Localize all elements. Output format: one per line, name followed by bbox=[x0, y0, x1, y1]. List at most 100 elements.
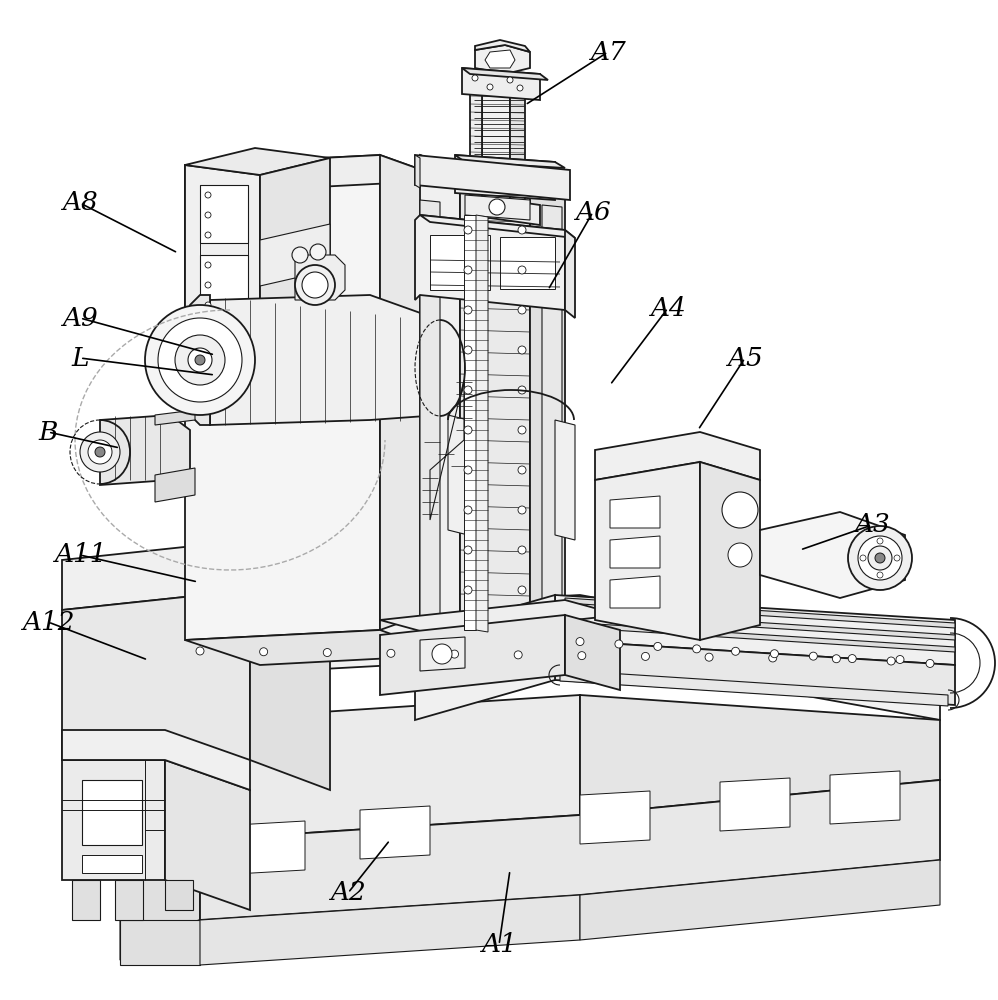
Circle shape bbox=[292, 247, 308, 263]
Circle shape bbox=[809, 652, 817, 660]
Circle shape bbox=[205, 302, 211, 308]
Polygon shape bbox=[120, 920, 200, 960]
Polygon shape bbox=[200, 255, 248, 310]
Polygon shape bbox=[120, 595, 940, 720]
Circle shape bbox=[642, 652, 650, 660]
Polygon shape bbox=[580, 791, 650, 844]
Circle shape bbox=[518, 266, 526, 274]
Circle shape bbox=[875, 553, 885, 563]
Text: A4: A4 bbox=[650, 296, 686, 320]
Circle shape bbox=[302, 272, 328, 298]
Polygon shape bbox=[415, 595, 555, 720]
Polygon shape bbox=[62, 730, 250, 790]
Circle shape bbox=[464, 506, 472, 514]
Polygon shape bbox=[62, 760, 165, 880]
Circle shape bbox=[693, 645, 701, 653]
Polygon shape bbox=[530, 183, 565, 668]
Polygon shape bbox=[165, 760, 250, 910]
Polygon shape bbox=[565, 598, 955, 628]
Polygon shape bbox=[760, 512, 905, 598]
Polygon shape bbox=[185, 155, 380, 640]
Text: A11: A11 bbox=[54, 542, 106, 568]
Polygon shape bbox=[462, 68, 540, 100]
Polygon shape bbox=[420, 155, 460, 655]
Circle shape bbox=[323, 649, 331, 657]
Polygon shape bbox=[155, 468, 195, 502]
Circle shape bbox=[95, 447, 105, 457]
Polygon shape bbox=[420, 155, 565, 195]
Polygon shape bbox=[360, 806, 430, 859]
Polygon shape bbox=[610, 576, 660, 608]
Polygon shape bbox=[565, 622, 955, 652]
Text: A12: A12 bbox=[22, 609, 74, 635]
Circle shape bbox=[770, 650, 778, 658]
Circle shape bbox=[464, 266, 472, 274]
Text: A8: A8 bbox=[62, 190, 98, 216]
Circle shape bbox=[450, 650, 458, 658]
Polygon shape bbox=[482, 70, 510, 200]
Text: A6: A6 bbox=[575, 200, 611, 225]
Polygon shape bbox=[448, 415, 468, 535]
Polygon shape bbox=[62, 540, 330, 620]
Circle shape bbox=[295, 265, 335, 305]
Text: L: L bbox=[71, 346, 89, 370]
Circle shape bbox=[464, 306, 472, 314]
Polygon shape bbox=[475, 45, 530, 74]
Circle shape bbox=[80, 432, 120, 472]
Polygon shape bbox=[462, 68, 548, 80]
Circle shape bbox=[158, 318, 242, 402]
Polygon shape bbox=[155, 410, 195, 425]
Circle shape bbox=[576, 638, 584, 646]
Circle shape bbox=[615, 640, 623, 648]
Polygon shape bbox=[830, 771, 900, 824]
Circle shape bbox=[464, 226, 472, 234]
Polygon shape bbox=[510, 72, 525, 202]
Circle shape bbox=[518, 426, 526, 434]
Polygon shape bbox=[120, 800, 200, 940]
Polygon shape bbox=[700, 462, 760, 640]
Polygon shape bbox=[542, 205, 562, 635]
Circle shape bbox=[877, 572, 883, 578]
Polygon shape bbox=[595, 432, 760, 480]
Circle shape bbox=[706, 653, 714, 661]
Circle shape bbox=[464, 546, 472, 554]
Polygon shape bbox=[500, 237, 555, 289]
Polygon shape bbox=[380, 600, 620, 635]
Circle shape bbox=[205, 212, 211, 218]
Circle shape bbox=[188, 348, 212, 372]
Polygon shape bbox=[200, 185, 248, 243]
Polygon shape bbox=[565, 615, 620, 690]
Circle shape bbox=[518, 346, 526, 354]
Polygon shape bbox=[115, 880, 143, 920]
Polygon shape bbox=[185, 165, 260, 340]
Polygon shape bbox=[185, 148, 330, 175]
Polygon shape bbox=[470, 70, 482, 200]
Circle shape bbox=[518, 466, 526, 474]
Circle shape bbox=[654, 642, 662, 650]
Circle shape bbox=[518, 586, 526, 594]
Polygon shape bbox=[200, 780, 940, 920]
Polygon shape bbox=[380, 155, 450, 630]
Circle shape bbox=[88, 440, 112, 464]
Polygon shape bbox=[190, 295, 210, 425]
Polygon shape bbox=[430, 235, 490, 290]
Polygon shape bbox=[82, 855, 142, 873]
Circle shape bbox=[195, 355, 205, 365]
Polygon shape bbox=[420, 215, 575, 238]
Polygon shape bbox=[260, 158, 330, 340]
Polygon shape bbox=[555, 640, 955, 705]
Polygon shape bbox=[82, 780, 142, 845]
Circle shape bbox=[732, 647, 740, 655]
Polygon shape bbox=[465, 195, 530, 220]
Polygon shape bbox=[470, 198, 540, 225]
Circle shape bbox=[205, 262, 211, 268]
Circle shape bbox=[578, 652, 586, 660]
Polygon shape bbox=[610, 496, 660, 528]
Polygon shape bbox=[555, 595, 955, 665]
Polygon shape bbox=[72, 880, 100, 920]
Circle shape bbox=[858, 536, 902, 580]
Polygon shape bbox=[580, 695, 940, 815]
Polygon shape bbox=[555, 420, 575, 540]
Polygon shape bbox=[610, 536, 660, 568]
Text: A1: A1 bbox=[481, 932, 517, 958]
